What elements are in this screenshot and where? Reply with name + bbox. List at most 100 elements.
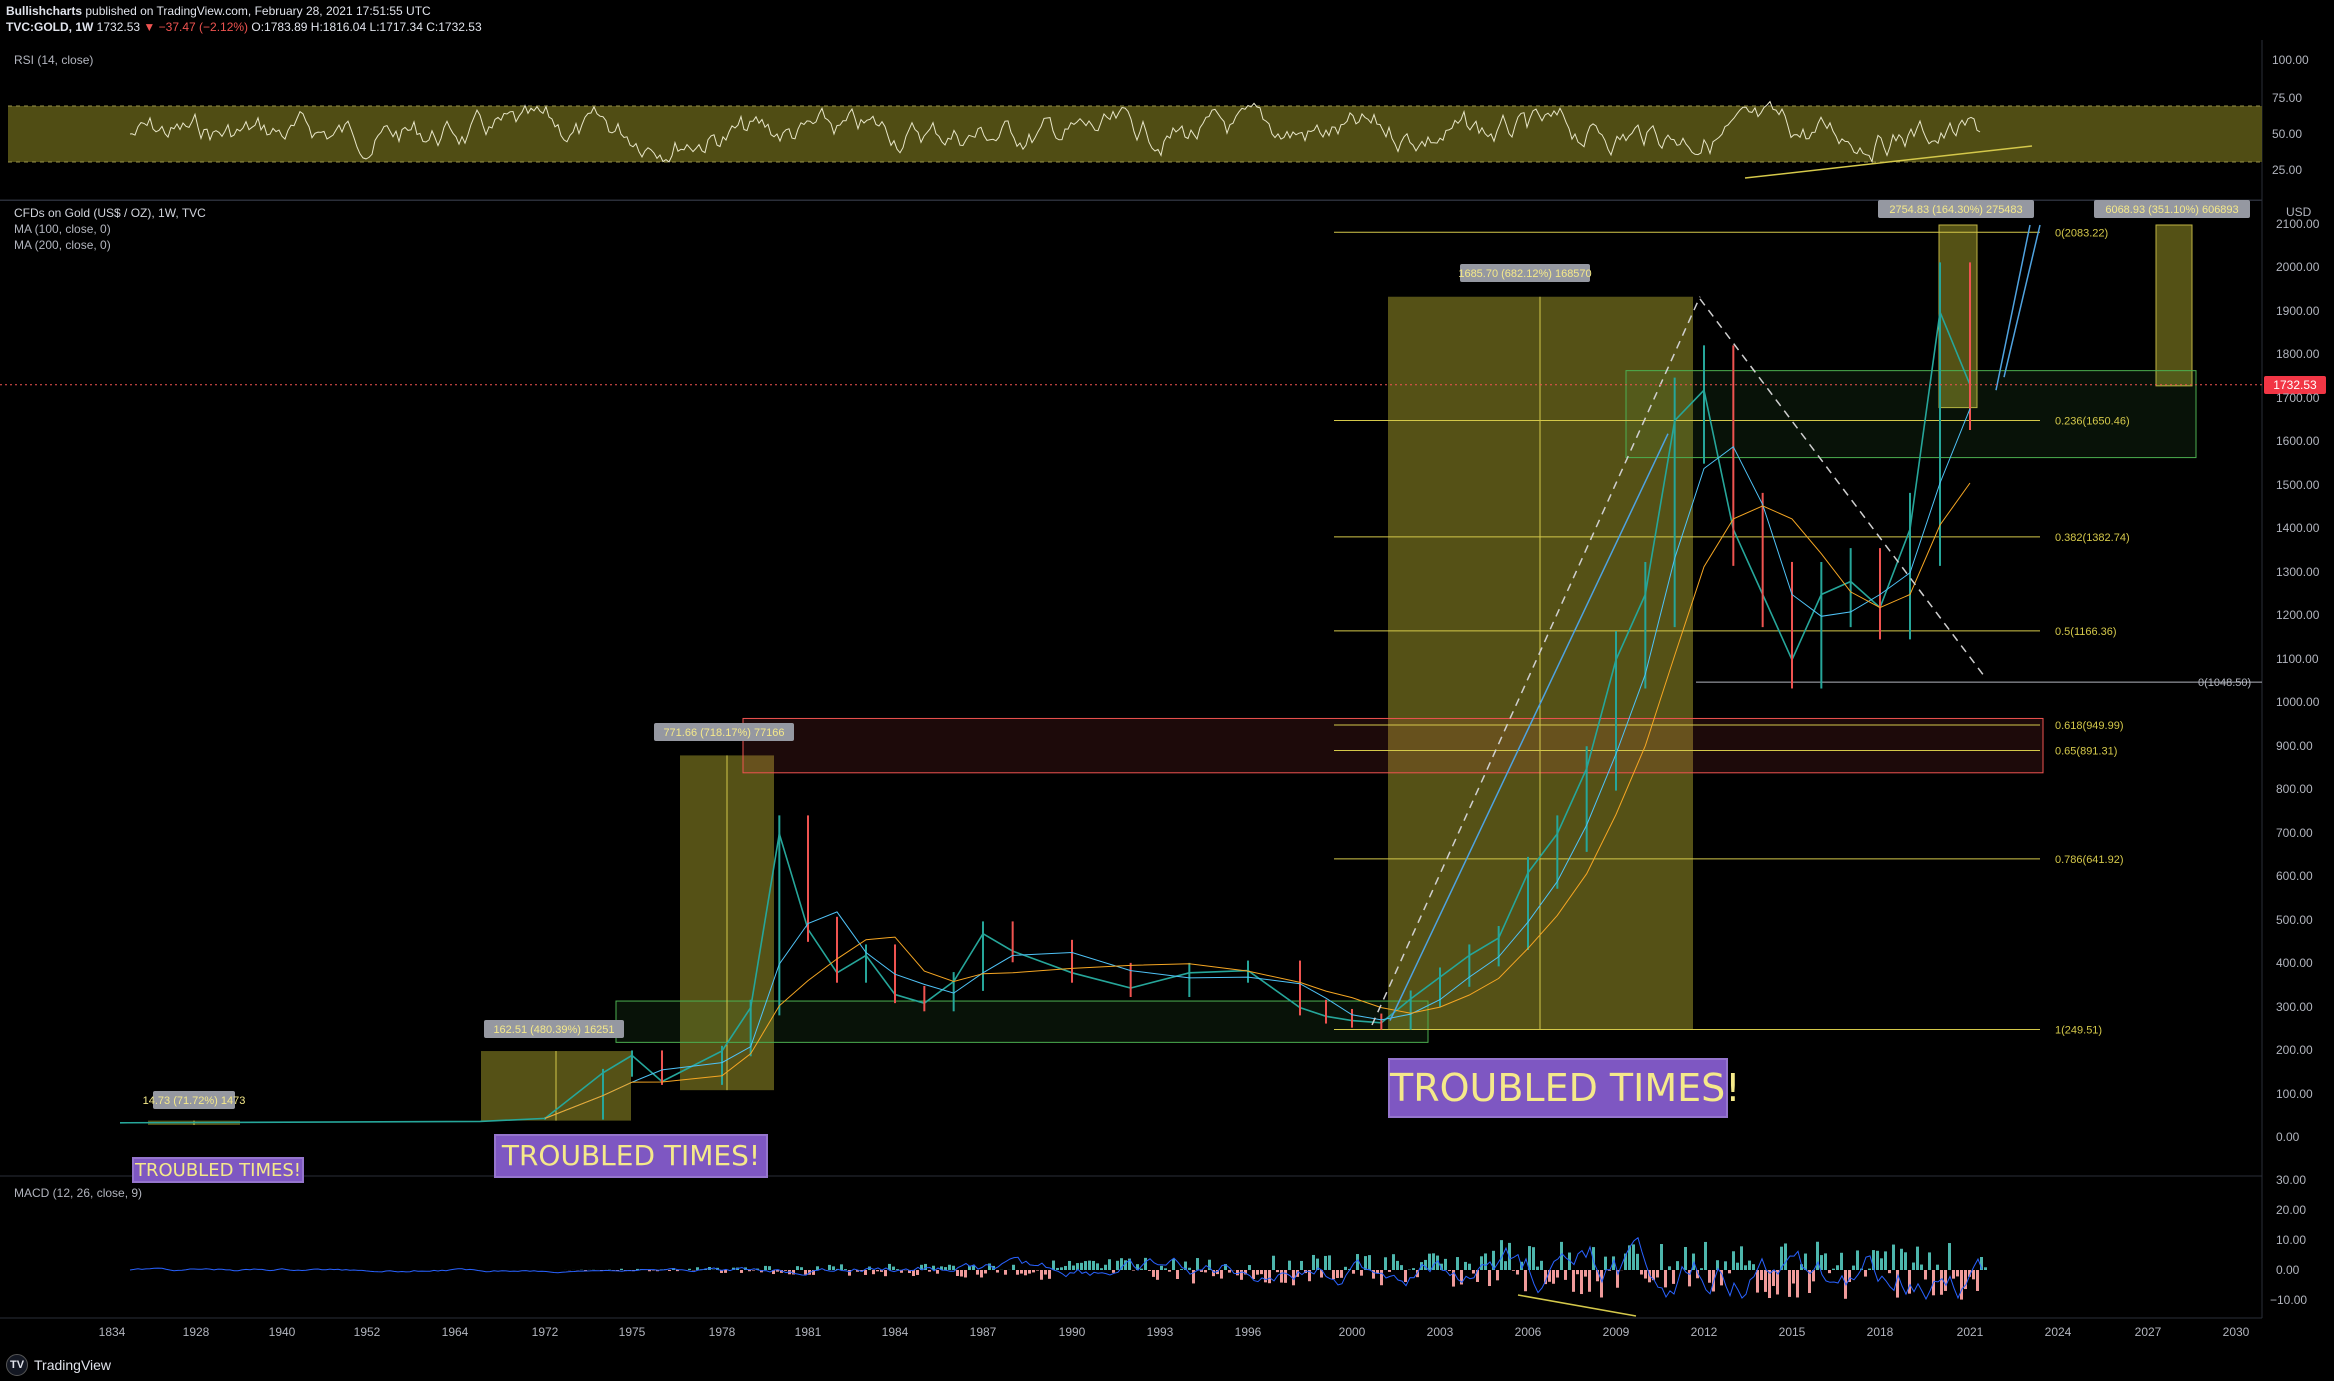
rsi-line <box>129 100 1981 164</box>
macd-bar <box>1928 1252 1931 1270</box>
macd-bar <box>892 1266 895 1270</box>
macd-bar <box>916 1270 919 1275</box>
macd-bar <box>1896 1270 1899 1298</box>
high-value: H:1816.04 <box>310 20 367 34</box>
rsi-tick-100: 100.00 <box>2272 53 2309 67</box>
range-box-6 <box>2155 224 2193 387</box>
rsi-label[interactable]: RSI (14, close) <box>14 53 94 67</box>
macd-bar <box>812 1270 815 1275</box>
blue-arrow-2 <box>1995 224 2031 391</box>
macd-bar <box>1072 1265 1075 1270</box>
fib-label-8: 0(1048.50) <box>2198 677 2251 689</box>
macd-bar <box>1132 1270 1135 1271</box>
macd-bar <box>1460 1270 1463 1285</box>
macd-bar <box>1600 1270 1603 1298</box>
macd-bar <box>720 1270 723 1273</box>
ma-100-label[interactable]: MA (100, close, 0) <box>14 222 111 236</box>
macd-bar <box>1876 1250 1879 1270</box>
macd-bar <box>1940 1270 1943 1295</box>
macd-bar <box>1160 1265 1163 1270</box>
macd-bar <box>1248 1265 1251 1270</box>
macd-bar <box>1376 1270 1379 1274</box>
macd-bar <box>1908 1270 1911 1294</box>
x-tick-label: 1952 <box>353 1325 381 1339</box>
macd-bar <box>956 1270 959 1276</box>
macd-bar <box>840 1264 843 1270</box>
macd-bar <box>1076 1263 1079 1270</box>
macd-bar <box>844 1269 847 1270</box>
x-tick-label: 1984 <box>881 1325 909 1339</box>
x-tick-label: 2000 <box>1338 1325 1366 1339</box>
macd-bar <box>1416 1270 1419 1278</box>
macd-bar <box>1032 1270 1035 1273</box>
macd-bar <box>1332 1270 1335 1280</box>
macd-bar <box>1144 1257 1147 1270</box>
macd-bar <box>1352 1270 1355 1274</box>
price-tick-label: 1700.00 <box>2276 390 2320 405</box>
macd-bar <box>1492 1250 1495 1270</box>
svg-text:2754.83 (164.30%) 275483: 2754.83 (164.30%) 275483 <box>1889 204 2022 216</box>
main-title[interactable]: CFDs on Gold (US$ / OZ), 1W, TVC <box>14 206 206 220</box>
x-tick-label: 2021 <box>1956 1325 1984 1339</box>
macd-bar <box>1916 1246 1919 1270</box>
fib-label-4: 0.618(949.99) <box>2055 720 2124 732</box>
macd-bar <box>1632 1244 1635 1270</box>
symbol[interactable]: TVC:GOLD, 1W <box>6 20 94 34</box>
macd-bar <box>784 1270 787 1271</box>
macd-bar <box>1152 1270 1155 1277</box>
macd-bar <box>768 1266 771 1270</box>
macd-bar <box>1572 1270 1575 1292</box>
macd-bar <box>1192 1270 1195 1284</box>
macd-bar <box>792 1270 795 1275</box>
macd-bar <box>884 1270 887 1277</box>
tradingview-logo[interactable]: TV TradingView <box>6 1354 111 1376</box>
x-tick-label: 1928 <box>182 1325 210 1339</box>
macd-bar <box>1868 1268 1871 1270</box>
macd-bar <box>1440 1263 1443 1270</box>
macd-bar <box>776 1270 779 1272</box>
tradingview-logo-text: TradingView <box>34 1357 112 1373</box>
macd-bar <box>1164 1268 1167 1270</box>
x-tick-label: 1964 <box>441 1325 469 1339</box>
macd-bar <box>1340 1270 1343 1278</box>
macd-bar <box>1200 1270 1203 1272</box>
macd-bar <box>1412 1268 1415 1270</box>
macd-bar <box>1732 1251 1735 1270</box>
macd-bar <box>1464 1261 1467 1270</box>
published-text: published on TradingView.com, February 2… <box>85 4 431 18</box>
macd-bar <box>1044 1270 1047 1275</box>
symbol-line: TVC:GOLD, 1W 1732.53 ▼ −37.47 (−2.12%) O… <box>6 20 482 34</box>
fib-label-2: 0.382(1382.74) <box>2055 532 2130 544</box>
svg-text:771.66 (718.17%) 77166: 771.66 (718.17%) 77166 <box>663 727 784 739</box>
macd-bar <box>1400 1265 1403 1270</box>
macd-bar <box>1444 1258 1447 1270</box>
macd-bar <box>1628 1245 1631 1270</box>
macd-label[interactable]: MACD (12, 26, close, 9) <box>14 1186 143 1200</box>
macd-bar <box>1256 1270 1259 1275</box>
macd-bar <box>908 1270 911 1274</box>
macd-bar <box>1936 1264 1939 1270</box>
price-tick-label: 700.00 <box>2276 825 2313 840</box>
macd-tick-30: 30.00 <box>2276 1173 2307 1187</box>
macd-bar <box>932 1265 935 1270</box>
macd-bar <box>1140 1268 1143 1270</box>
ma-200-label[interactable]: MA (200, close, 0) <box>14 238 111 252</box>
tradingview-icon: TV <box>6 1354 28 1376</box>
macd-bar <box>1872 1250 1875 1270</box>
x-tick-label: 2012 <box>1690 1325 1718 1339</box>
macd-bar <box>1892 1244 1895 1270</box>
price-tick-label: 1900.00 <box>2276 303 2320 318</box>
macd-bar <box>1524 1270 1527 1292</box>
macd-bar <box>1168 1270 1171 1272</box>
x-tick-label: 2030 <box>2222 1325 2250 1339</box>
macd-bar <box>1684 1246 1687 1270</box>
macd-bar <box>1776 1270 1779 1295</box>
price-tick-label: 300.00 <box>2276 999 2313 1014</box>
macd-bar <box>920 1264 923 1270</box>
price-tick-label: 1200.00 <box>2276 608 2320 623</box>
x-tick-label: 1987 <box>969 1325 997 1339</box>
macd-bar <box>1224 1264 1227 1270</box>
publisher-name[interactable]: Bullishcharts <box>6 4 83 18</box>
macd-bar <box>1724 1261 1727 1270</box>
